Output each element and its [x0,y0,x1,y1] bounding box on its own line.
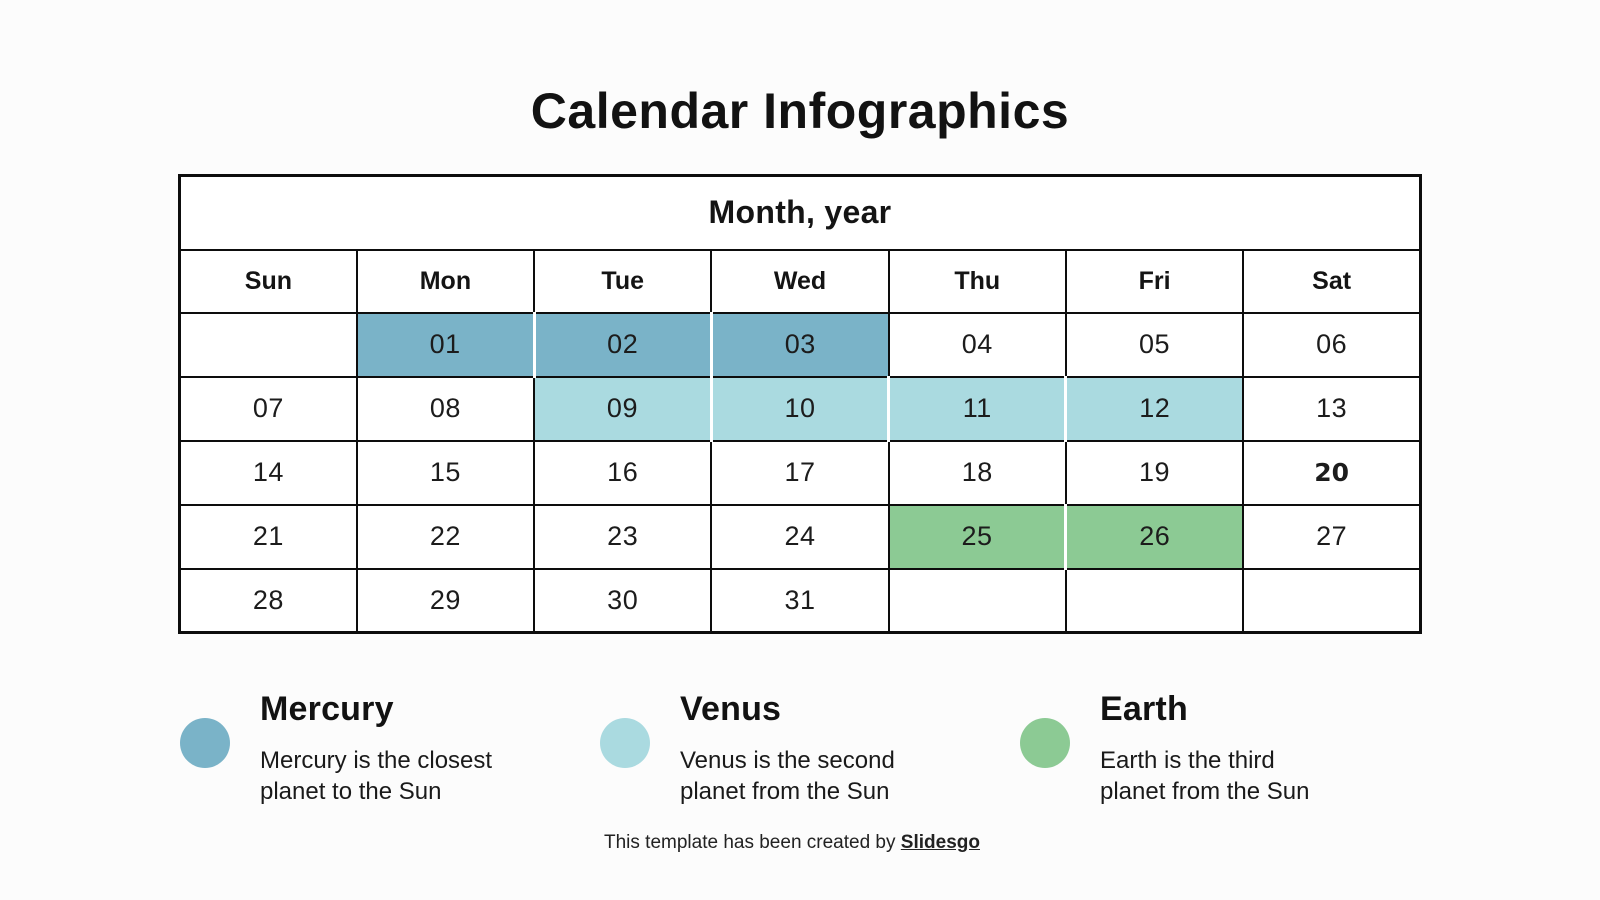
calendar-day-cell-24: 24 [710,503,890,570]
slidesgo-link[interactable]: Slidesgo [900,832,980,853]
calendar-day-cell-14: 14 [178,439,358,506]
legend-item-venus: Venus Venus is the second planet from th… [600,690,895,807]
calendar-day-cell-16: 16 [533,439,713,506]
venus-color-dot [600,718,650,768]
calendar-empty-cell [1064,567,1245,634]
calendar-day-cell-06: 06 [1242,311,1422,378]
calendar-week-row: 01 02 03 04 05 06 [178,311,1422,378]
calendar-day-cell-25: 25 [887,503,1068,570]
calendar-month-label: Month, year [178,174,1422,251]
calendar-day-cell-20: 20 [1242,439,1422,506]
calendar-day-cell-30: 30 [533,567,713,634]
calendar-day-cell-11: 11 [887,375,1068,442]
legend-description-earth: Earth is the third planet from the Sun [1100,747,1310,805]
calendar-week-row: 28 29 30 31 [178,567,1422,634]
day-header-tue: Tue [533,248,713,314]
calendar-empty-cell [1242,567,1422,634]
calendar-day-cell-29: 29 [355,567,536,634]
calendar-day-cell-27: 27 [1242,503,1422,570]
legend-title-venus: Venus [680,690,782,728]
legend-item-earth: Earth Earth is the third planet from the… [1020,690,1309,807]
calendar-day-cell-04: 04 [887,311,1067,378]
calendar-day-cell-01: 01 [355,311,536,378]
calendar-day-cell-13: 13 [1242,375,1422,442]
calendar: Month, year Sun Mon Tue Wed Thu Fri Sat … [178,174,1422,634]
legend-description-mercury: Mercury is the closest planet to the Sun [260,747,493,805]
calendar-empty-cell [887,567,1067,634]
day-header-mon: Mon [355,248,536,314]
legend-description-venus: Venus is the second planet from the Sun [680,747,895,805]
calendar-day-cell-15: 15 [355,439,536,506]
footer: This template has been created by Slides… [0,832,1584,854]
calendar-month-row: Month, year [178,174,1422,251]
calendar-day-cell-12: 12 [1064,375,1245,442]
calendar-day-cell-05: 05 [1064,311,1245,378]
calendar-day-cell-03: 03 [709,311,890,378]
day-header-fri: Fri [1064,248,1245,314]
calendar-week-row: 21 22 23 24 25 26 27 [178,503,1422,570]
calendar-day-cell-10: 10 [709,375,891,442]
mercury-color-dot [180,718,230,768]
day-header-sat: Sat [1242,248,1422,314]
calendar-day-cell-17: 17 [710,439,890,506]
calendar-day-cell-09: 09 [533,375,713,442]
calendar-day-cell-22: 22 [355,503,536,570]
day-header-thu: Thu [887,248,1067,314]
calendar-day-cell-23: 23 [533,503,713,570]
day-header-wed: Wed [710,248,890,314]
calendar-day-cell-02: 02 [532,311,713,378]
legend-title-mercury: Mercury [260,690,394,728]
calendar-day-cell-31: 31 [710,567,890,634]
day-header-sun: Sun [178,248,358,314]
calendar-day-cell-26: 26 [1064,503,1245,570]
calendar-weekday-row: Sun Mon Tue Wed Thu Fri Sat [178,248,1422,314]
calendar-table: Month, year Sun Mon Tue Wed Thu Fri Sat … [178,174,1422,634]
footer-text: This template has been created by [604,832,901,853]
page-title: Calendar Infographics [530,83,1070,139]
calendar-week-row: 14 15 16 17 18 19 20 [178,439,1422,506]
calendar-week-row: 07 08 09 10 11 12 13 [178,375,1422,442]
legend-text-venus: Venus Venus is the second planet from th… [680,690,895,807]
legend-item-mercury: Mercury Mercury is the closest planet to… [180,690,492,807]
calendar-day-cell-28: 28 [178,567,358,634]
legend-title-earth: Earth [1100,690,1188,728]
calendar-day-cell-21: 21 [178,503,358,570]
calendar-day-cell-19: 19 [1064,439,1245,506]
calendar-empty-cell [178,311,358,378]
calendar-day-cell-07: 07 [178,375,358,442]
calendar-day-cell-18: 18 [887,439,1067,506]
legend-text-earth: Earth Earth is the third planet from the… [1100,690,1309,807]
earth-color-dot [1020,718,1070,768]
calendar-day-cell-08: 08 [355,375,536,442]
legend-text-mercury: Mercury Mercury is the closest planet to… [260,690,492,807]
